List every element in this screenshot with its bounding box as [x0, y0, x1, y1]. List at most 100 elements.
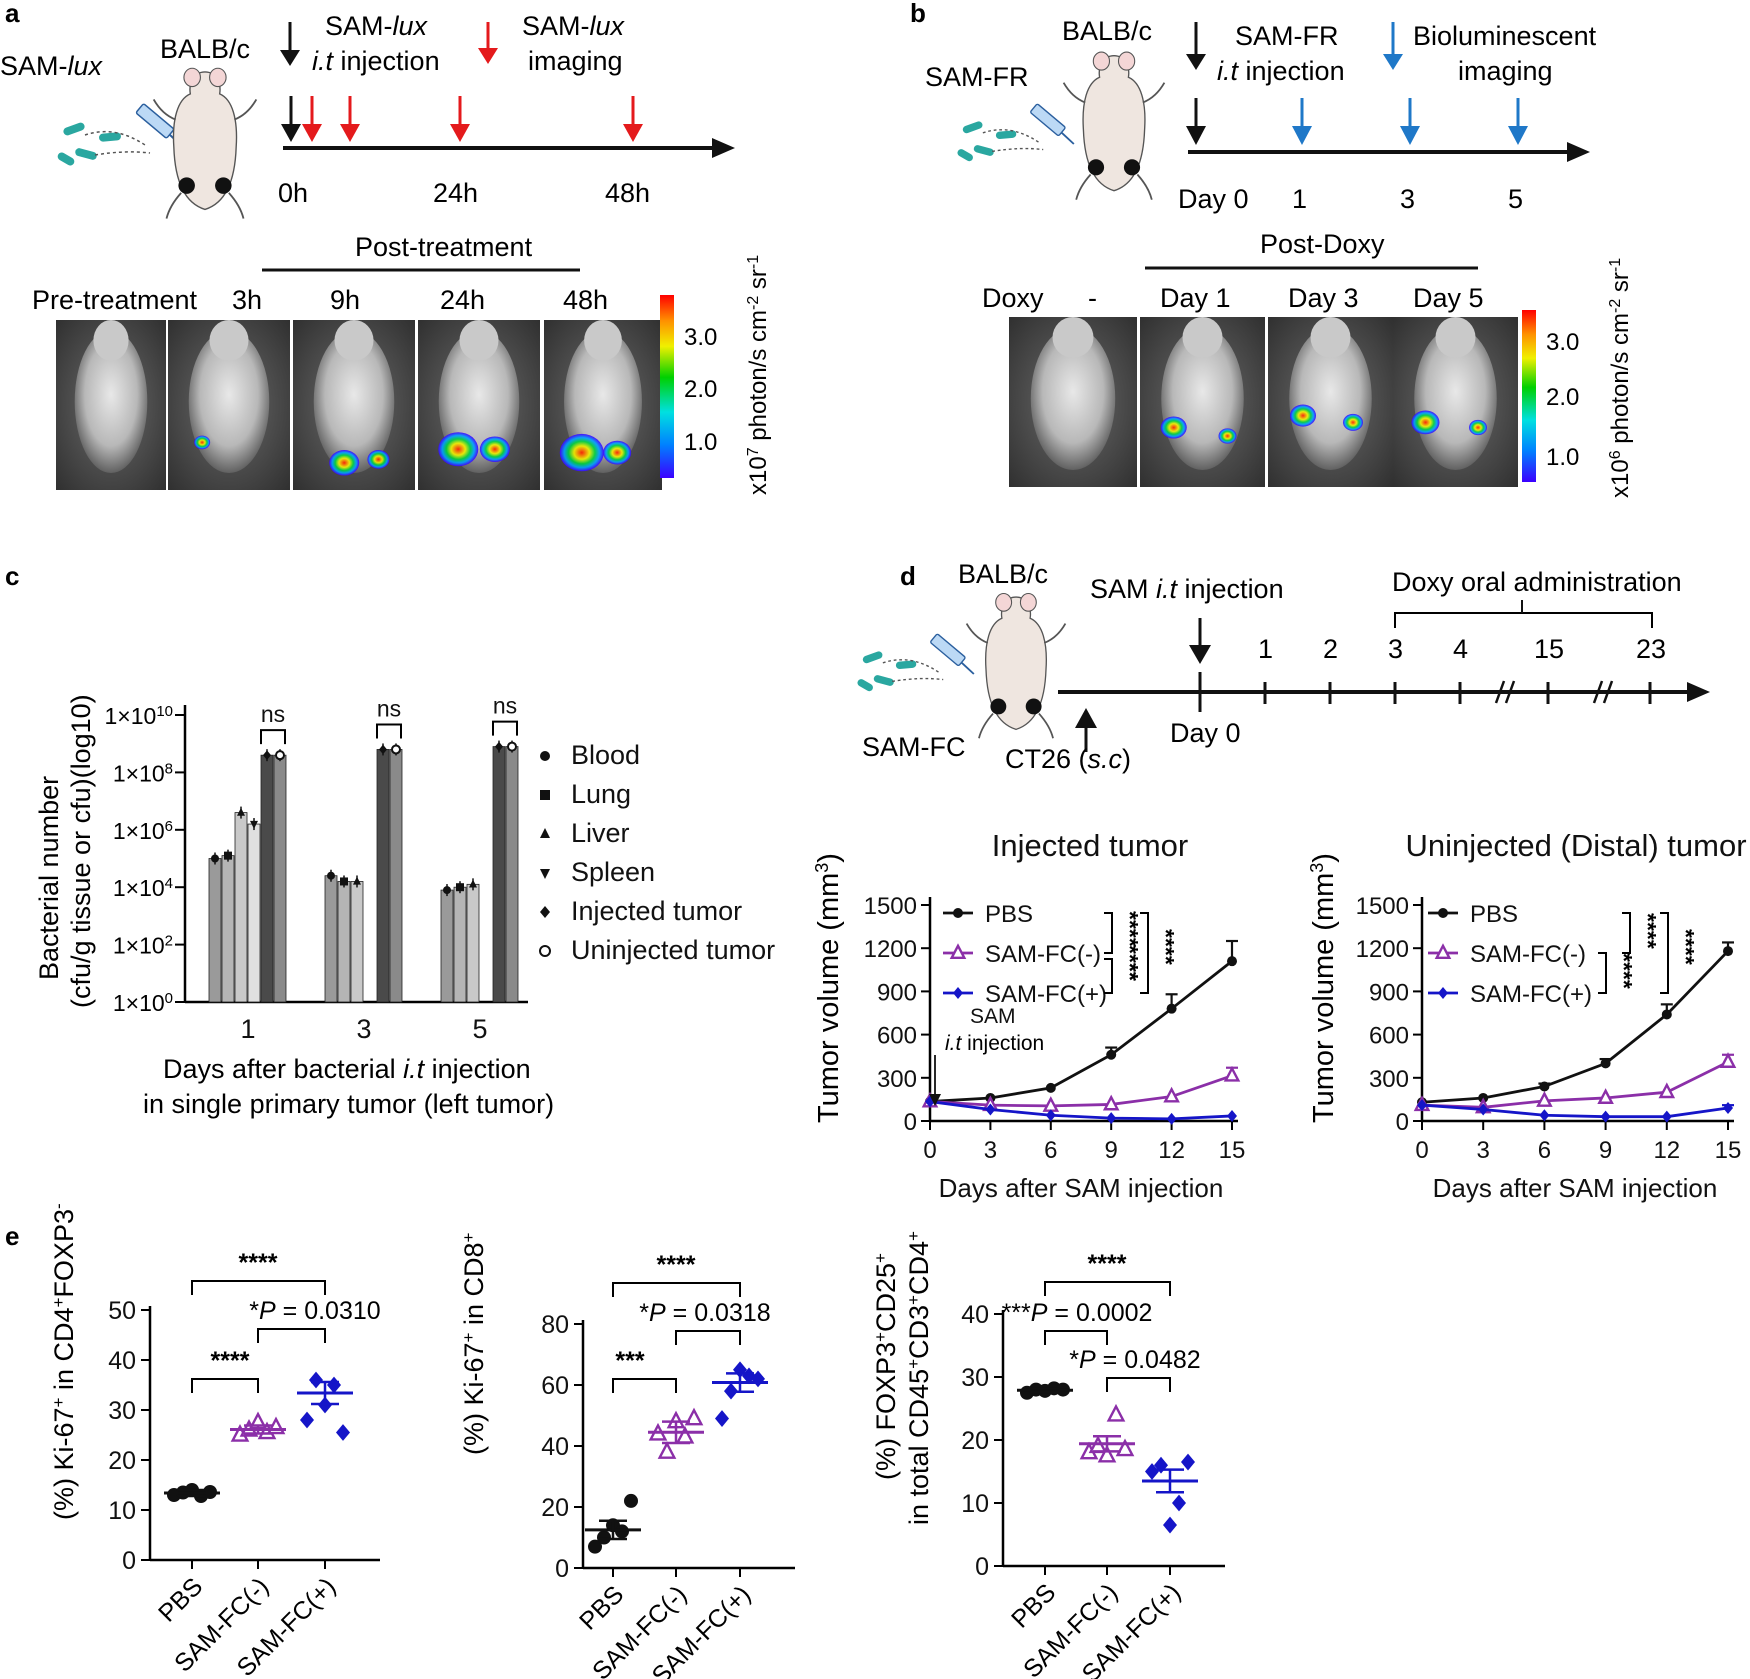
- data-point: [624, 1493, 638, 1508]
- bar: [273, 754, 287, 1003]
- mouse-head-image: [584, 320, 622, 361]
- significance-label: *P = 0.0318: [639, 1299, 770, 1327]
- data-point: [1539, 1081, 1550, 1092]
- y-axis-label: Tumor volume (mm3): [1307, 853, 1340, 1123]
- x-tick-label: PBS: [1006, 1578, 1061, 1633]
- legend-marker: [540, 751, 550, 761]
- svg-text:2: 2: [1323, 634, 1338, 664]
- data-point: [1478, 1103, 1489, 1116]
- data-point: [340, 877, 348, 886]
- data-point: [1166, 1112, 1177, 1125]
- legend-label: PBS: [985, 901, 1033, 928]
- panel-b-letter: b: [910, 0, 926, 28]
- significance-bracket: [1044, 1281, 1171, 1296]
- svg-text:15: 15: [1534, 634, 1564, 664]
- imaging-frame: [1393, 317, 1518, 487]
- data-point: [443, 886, 451, 895]
- y-tick-label: 20: [961, 1427, 989, 1455]
- legend-marker: [540, 790, 550, 800]
- svg-text:9h: 9h: [330, 285, 360, 315]
- significance-bracket: [1106, 1377, 1171, 1392]
- x-tick-label: 9: [1105, 1137, 1118, 1164]
- panel-c-letter: c: [5, 561, 19, 591]
- bar: [376, 749, 390, 1003]
- data-point: [1145, 1463, 1159, 1480]
- y-tick-label: 1×1010: [105, 703, 174, 730]
- svg-text:3: 3: [1388, 634, 1403, 664]
- panel-b-imaging-strip: [1009, 317, 1518, 487]
- data-point: [1723, 1102, 1733, 1115]
- data-point: [1097, 1444, 1117, 1463]
- legend-marker: [539, 945, 551, 957]
- panel-d-doxy-label: Doxy oral administration: [1392, 567, 1682, 597]
- y-tick-label: 40: [541, 1433, 569, 1461]
- data-point: [1536, 1091, 1553, 1107]
- data-point: [495, 741, 503, 752]
- legend-label: PBS: [1470, 901, 1518, 928]
- legend-label: Lung: [571, 779, 631, 809]
- data-point: [715, 1410, 729, 1427]
- significance-bracket: [1598, 952, 1607, 994]
- data-point: [1181, 1453, 1195, 1471]
- svg-text:i.t injection: i.t injection: [1217, 56, 1345, 86]
- bar: [337, 881, 351, 1003]
- panel-d-letter: d: [900, 561, 916, 591]
- significance-bracket: [1622, 912, 1631, 954]
- bioluminescence-signal: [194, 435, 211, 450]
- panel-d-ct26-label: CT26 (s.c): [1005, 744, 1131, 774]
- significance-bracket: [1044, 1330, 1108, 1345]
- y-tick-label: 20: [541, 1494, 569, 1522]
- chart-title: Injected tumor: [992, 828, 1188, 863]
- data-point: [675, 1425, 695, 1444]
- data-point: [1223, 1065, 1241, 1082]
- bioluminescence-signal: [479, 436, 510, 462]
- bioluminescence-signal: [1343, 413, 1363, 431]
- x-tick-label: 12: [1653, 1137, 1680, 1164]
- legend-marker: [1438, 908, 1448, 918]
- data-point: [1106, 1403, 1126, 1422]
- mouse-body-image: [313, 330, 395, 473]
- panel-a-letter: a: [5, 0, 20, 28]
- panel-e-plot3-ylabel-line2: in total CD45+CD3+CD4+: [904, 1231, 935, 1525]
- significance-bracket: [1660, 912, 1669, 994]
- imaging-frame: [544, 320, 662, 490]
- x-axis-label: Days after SAM injection: [939, 1173, 1224, 1203]
- data-point: [1723, 946, 1733, 957]
- mouse-head-image: [1310, 317, 1351, 358]
- bar: [350, 881, 364, 1003]
- y-tick-label: 20: [108, 1447, 136, 1475]
- svg-text:24h: 24h: [440, 285, 485, 315]
- panel-e-plot1-ylabel: (%) Ki-67+ in CD4+FOXP3-: [49, 1203, 80, 1520]
- panel-a-post-label: Post-treatment: [355, 232, 533, 262]
- significance-label: ****: [211, 1347, 250, 1375]
- svg-text:x106 photon/s cm-2 sr-1: x106 photon/s cm-2 sr-1: [1607, 258, 1635, 498]
- mouse-head-image: [1052, 317, 1094, 358]
- panel-e-letter: e: [5, 1221, 19, 1251]
- data-point: [353, 876, 361, 885]
- series-line: [1421, 1060, 1729, 1109]
- x-tick-label: 5: [472, 1014, 487, 1044]
- y-tick-label: 600: [877, 1023, 917, 1050]
- panel-b-bacteria-syringe-icon: [955, 102, 1075, 164]
- bar: [324, 875, 338, 1003]
- svg-text:Day 1: Day 1: [1160, 283, 1231, 313]
- svg-text:0h: 0h: [278, 178, 308, 208]
- series-line: [1421, 950, 1730, 1104]
- significance-label: ****: [1117, 911, 1143, 947]
- mouse-head-image: [93, 320, 129, 361]
- legend-label: Uninjected tumor: [571, 935, 775, 965]
- x-tick-label: 3: [984, 1137, 997, 1164]
- significance-bracket: [675, 1330, 741, 1345]
- y-tick-label: 80: [541, 1311, 569, 1339]
- mouse-body-image: [1030, 327, 1116, 470]
- data-point: [300, 1411, 314, 1429]
- significance-label: ****: [657, 1251, 696, 1279]
- data-point: [1658, 1082, 1676, 1099]
- x-tick-label: 3: [356, 1014, 371, 1044]
- y-tick-label: 1500: [864, 893, 917, 920]
- svg-text:i.t injection: i.t injection: [312, 46, 440, 76]
- legend-marker: [953, 987, 963, 999]
